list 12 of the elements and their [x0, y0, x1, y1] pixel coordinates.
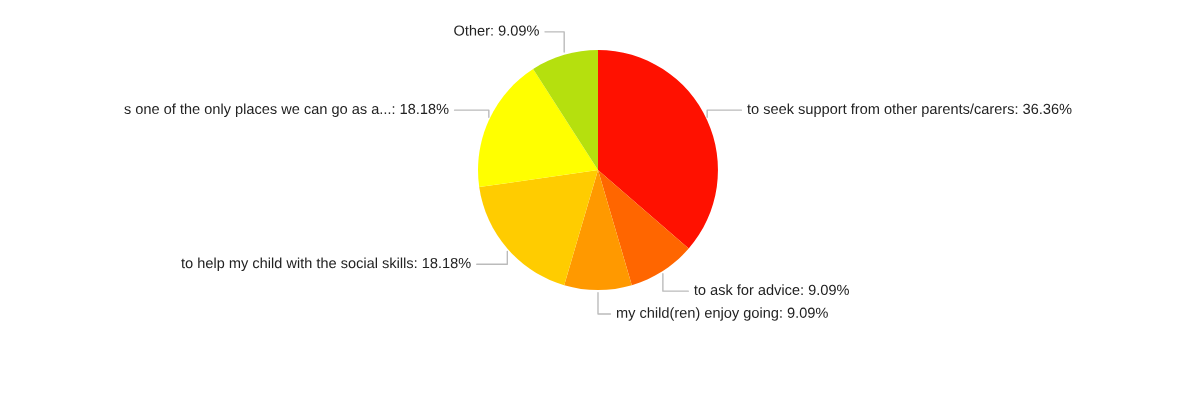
pie-slice	[479, 170, 598, 286]
slice-label: Other: 9.09%	[454, 25, 539, 36]
pie-slice	[598, 50, 718, 249]
slice-label: to help my child with the social skills: 18.18%	[181, 257, 471, 272]
pie-slice	[533, 50, 598, 170]
pie-slice	[564, 170, 632, 290]
pie-slice	[598, 170, 689, 286]
slice-label: to ask for advice: 9.09%	[694, 284, 849, 296]
slice-label: s one of the only places we can go as a...: 18.18%	[124, 103, 449, 117]
pie-slice	[478, 69, 598, 188]
slice-label: my child(ren) enjoy going: 9.09%	[616, 307, 828, 321]
slice-label: to seek support from other parents/carers: 36.36%	[747, 103, 1072, 117]
